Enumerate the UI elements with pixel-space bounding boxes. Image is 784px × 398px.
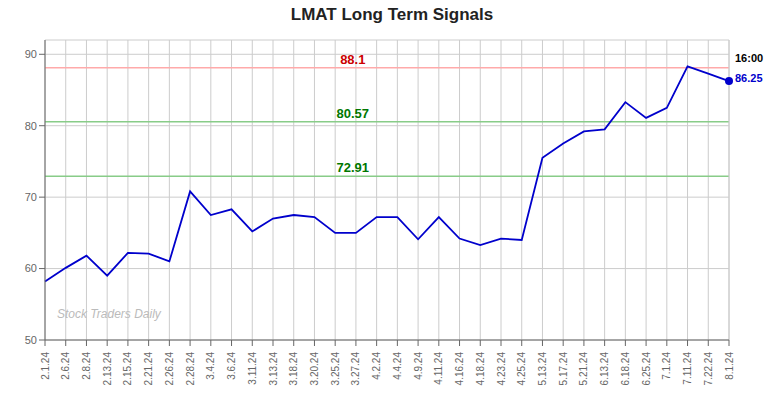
svg-text:3.11.24: 3.11.24: [247, 352, 258, 385]
svg-text:2.26.24: 2.26.24: [164, 352, 175, 386]
svg-text:4.25.24: 4.25.24: [516, 352, 527, 386]
svg-text:3.4.24: 3.4.24: [205, 352, 216, 380]
svg-text:3.18.24: 3.18.24: [288, 352, 299, 386]
html-text:LMAT Long Term Signals: LMAT Long Term Signals: [290, 5, 494, 24]
svg-text:4.9.24: 4.9.24: [413, 352, 424, 380]
svg-text:5.21.24: 5.21.24: [578, 352, 589, 386]
svg-text:80: 80: [25, 120, 37, 132]
svg-text:7.11.24: 7.11.24: [682, 352, 693, 385]
svg-text:3.13.24: 3.13.24: [268, 352, 279, 386]
svg-text:4.16.24: 4.16.24: [454, 352, 465, 386]
svg-text:4.23.24: 4.23.24: [496, 352, 507, 386]
svg-text:5.13.24: 5.13.24: [537, 352, 548, 386]
svg-text:2.1.24: 2.1.24: [40, 352, 51, 380]
svg-text:8.1.24: 8.1.24: [724, 352, 735, 380]
svg-text:50: 50: [25, 334, 37, 346]
svg-text:2.28.24: 2.28.24: [185, 352, 196, 386]
svg-text:4.18.24: 4.18.24: [475, 352, 486, 386]
svg-text:3.6.24: 3.6.24: [226, 352, 237, 380]
svg-text:7.22.24: 7.22.24: [703, 352, 714, 386]
svg-text:2.6.24: 2.6.24: [60, 352, 71, 380]
svg-text:2.13.24: 2.13.24: [102, 352, 113, 386]
svg-text:60: 60: [25, 262, 37, 274]
svg-text:90: 90: [25, 48, 37, 60]
svg-text:72.91: 72.91: [337, 160, 370, 175]
svg-text:6.18.24: 6.18.24: [620, 352, 631, 386]
svg-text:3.25.24: 3.25.24: [330, 352, 341, 386]
svg-text:5.17.24: 5.17.24: [558, 352, 569, 386]
svg-text:16:00: 16:00: [735, 52, 763, 64]
svg-text:4.2.24: 4.2.24: [371, 352, 382, 380]
svg-text:3.27.24: 3.27.24: [350, 352, 361, 386]
svg-text:80.57: 80.57: [337, 106, 370, 121]
svg-text:6.13.24: 6.13.24: [599, 352, 610, 386]
svg-text:2.21.24: 2.21.24: [143, 352, 154, 386]
svg-text:6.25.24: 6.25.24: [641, 352, 652, 386]
svg-text:2.8.24: 2.8.24: [81, 352, 92, 380]
svg-text:86.25: 86.25: [735, 72, 763, 84]
svg-text:88.1: 88.1: [340, 52, 365, 67]
svg-text:Stock Traders Daily: Stock Traders Daily: [57, 307, 162, 321]
svg-text:4.11.24: 4.11.24: [433, 352, 444, 385]
svg-text:2.15.24: 2.15.24: [122, 352, 133, 386]
svg-text:4.4.24: 4.4.24: [392, 352, 403, 380]
svg-text:70: 70: [25, 191, 37, 203]
svg-text:3.20.24: 3.20.24: [309, 352, 320, 386]
svg-text:7.1.24: 7.1.24: [661, 352, 672, 380]
